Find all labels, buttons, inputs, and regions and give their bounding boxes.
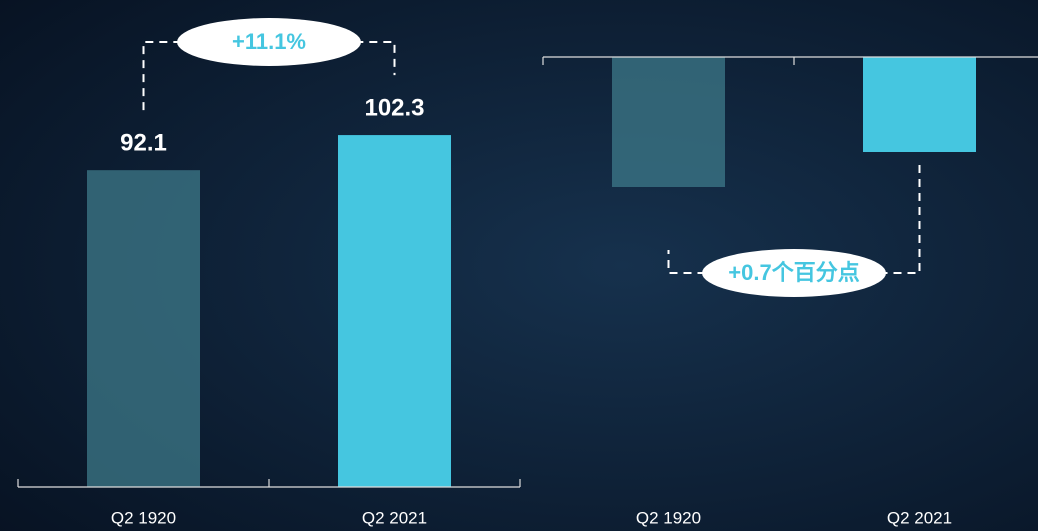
bar	[338, 135, 451, 487]
x-tick-label: Q2 1920	[636, 508, 701, 527]
annotation-bubble	[702, 249, 886, 297]
x-tick-label: Q2 2021	[362, 508, 427, 527]
bar	[863, 57, 976, 152]
plot-layer: 92.1 Q2 1920 102.3 Q2 2021 +11.1% Q2 1920 Q2 2…	[17, 18, 1038, 527]
x-tick-label: Q2 1920	[111, 508, 176, 527]
value-label: 92.1	[120, 130, 167, 157]
value-label: 102.3	[364, 94, 424, 121]
annotation-bubble	[177, 18, 361, 66]
bar	[87, 170, 200, 487]
annotation: +11.1%	[232, 29, 306, 54]
x-tick-label: Q2 2021	[887, 508, 952, 527]
annotation-bracket	[142, 41, 396, 111]
bar	[612, 57, 725, 187]
annotation-bracket	[667, 165, 921, 274]
annotation: +0.7个百分点	[728, 260, 859, 285]
